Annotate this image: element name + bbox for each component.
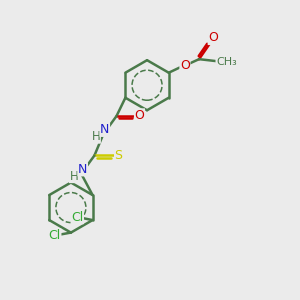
Text: CH₃: CH₃ (216, 57, 237, 67)
Text: H: H (92, 130, 100, 143)
Text: O: O (135, 109, 145, 122)
Text: Cl: Cl (49, 229, 61, 242)
Text: H: H (70, 169, 78, 183)
Text: O: O (180, 59, 190, 72)
Text: S: S (115, 149, 123, 162)
Text: N: N (78, 163, 87, 176)
Text: Cl: Cl (71, 211, 83, 224)
Text: N: N (100, 123, 110, 136)
Text: O: O (208, 32, 218, 44)
